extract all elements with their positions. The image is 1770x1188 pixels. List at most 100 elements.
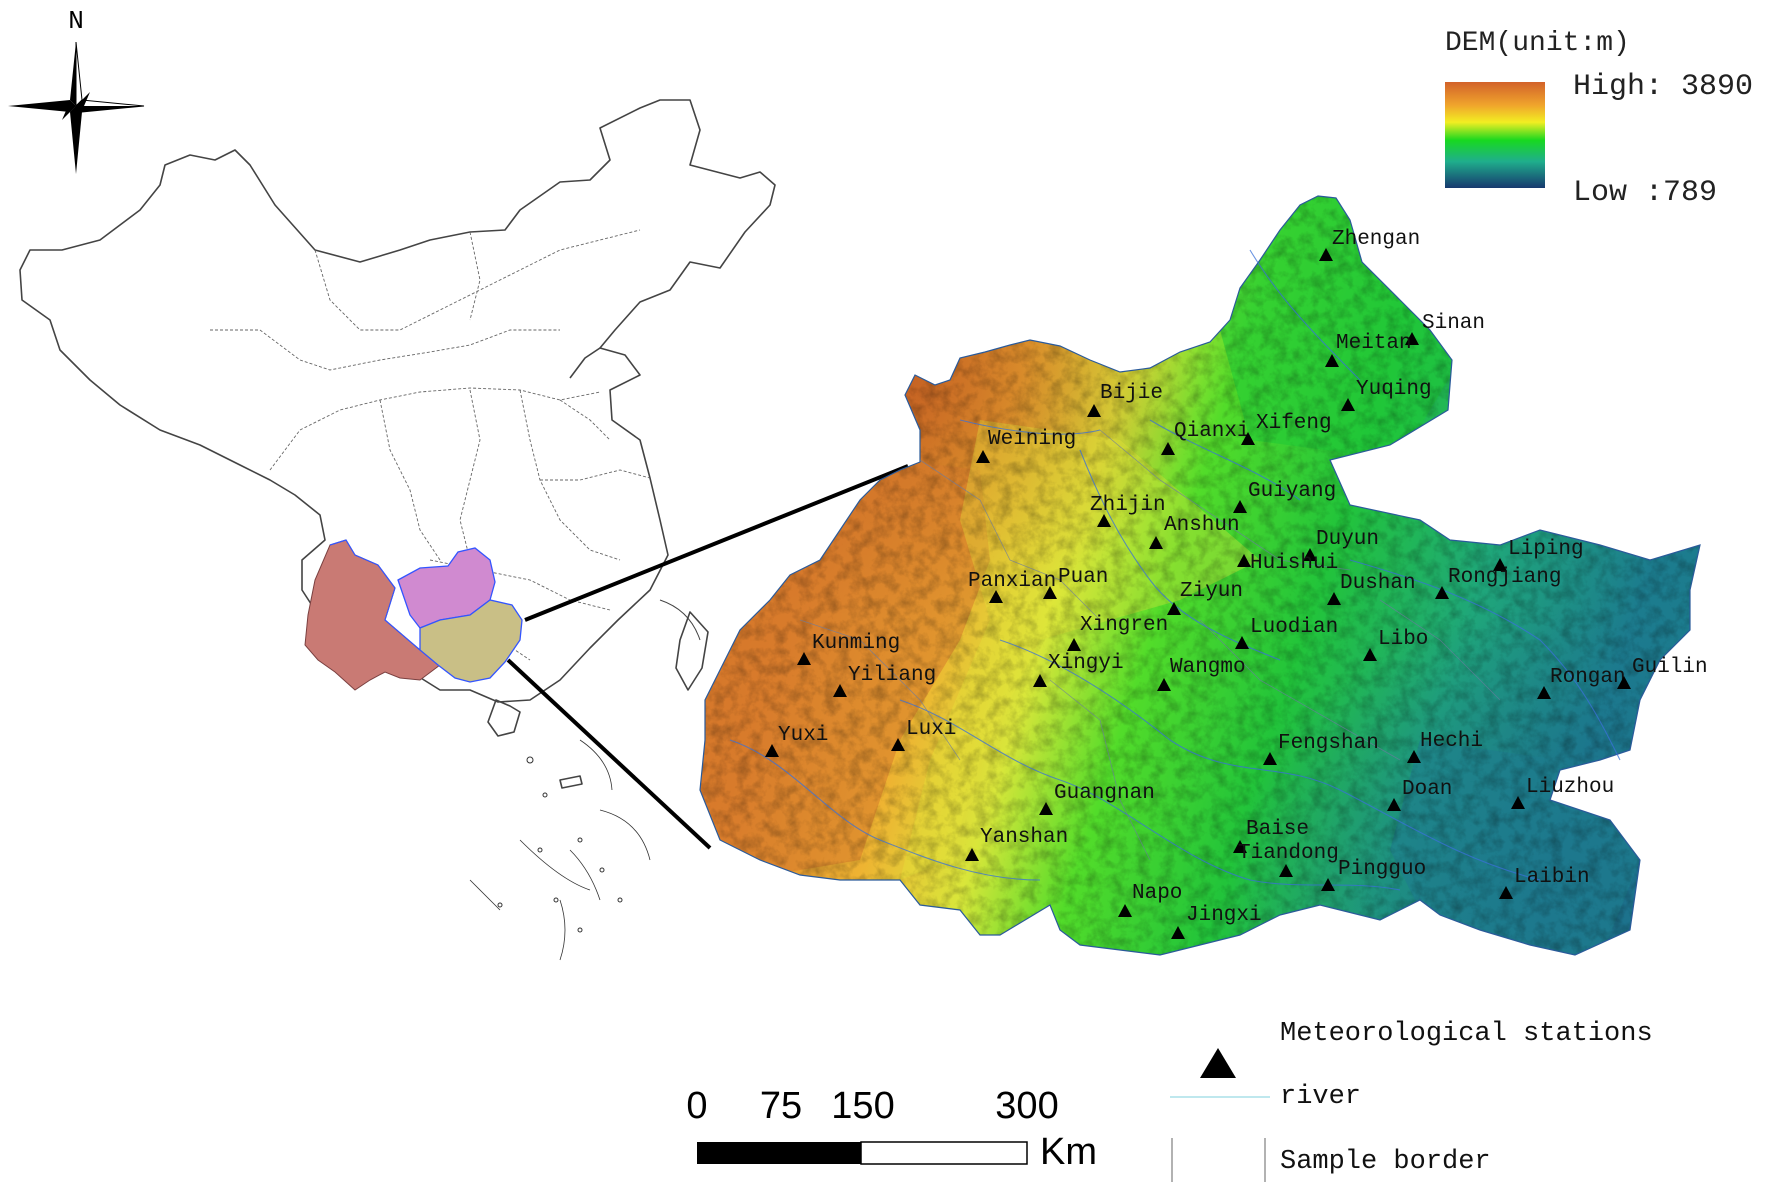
- station-triangle-icon: [1167, 602, 1181, 615]
- south-china-sea-islands: [469, 739, 651, 961]
- station-marker: Guiyang: [1233, 480, 1336, 513]
- station-marker: Sinan: [1405, 312, 1485, 345]
- station-triangle-icon: [1263, 752, 1277, 765]
- station-label: Qianxi: [1174, 420, 1250, 443]
- station-label: Wangmo: [1170, 656, 1246, 679]
- station-triangle-icon: [1321, 878, 1335, 891]
- station-label: Dushan: [1340, 572, 1416, 595]
- station-triangle-icon: [965, 848, 979, 861]
- station-label: Kunming: [812, 632, 900, 655]
- map-legend: Meteorological stations river Sample bor…: [1170, 1019, 1653, 1182]
- station-triangle-icon: [1241, 432, 1255, 445]
- station-marker: Rongan: [1537, 666, 1626, 699]
- station-marker: Hechi: [1407, 730, 1483, 763]
- station-marker: Guangnan: [1039, 782, 1155, 815]
- station-triangle-icon: [1279, 864, 1293, 877]
- scale-tick-150: 150: [831, 1085, 894, 1127]
- north-label: N: [68, 6, 84, 36]
- dem-legend: DEM(unit:m) High: 3890 Low :789: [1445, 28, 1753, 210]
- station-marker: Xingyi: [1033, 652, 1124, 687]
- station-triangle-icon: [1043, 586, 1057, 599]
- station-triangle-icon: [1039, 802, 1053, 815]
- station-triangle-icon: [1171, 926, 1185, 939]
- station-triangle-icon: [1237, 554, 1251, 567]
- station-triangle-icon: [1233, 500, 1247, 513]
- station-triangle-icon: [1493, 558, 1507, 571]
- station-label: Zhijin: [1090, 494, 1166, 517]
- station-marker: Doan: [1387, 778, 1452, 811]
- station-label: Anshun: [1164, 514, 1240, 537]
- province-boundaries: [210, 229, 651, 661]
- station-label: Yuxi: [778, 724, 828, 747]
- station-marker: Luodian: [1235, 616, 1338, 649]
- station-marker: Qianxi: [1161, 420, 1250, 455]
- station-triangle-icon: [1537, 686, 1551, 699]
- station-triangle-icon: [765, 744, 779, 757]
- station-label: Guilin: [1632, 656, 1708, 679]
- station-label: Liuzhou: [1526, 776, 1614, 799]
- station-label: Baise: [1246, 818, 1309, 841]
- study-area-provinces: [304, 539, 523, 691]
- station-label: Hechi: [1420, 730, 1483, 753]
- station-marker: Meitan: [1325, 332, 1412, 367]
- station-label: Panxian: [968, 570, 1056, 593]
- sample-borders: [799, 429, 1501, 861]
- station-triangle-icon: [1499, 886, 1513, 899]
- station-triangle-icon: [1087, 404, 1101, 417]
- station-label: Bijie: [1100, 382, 1163, 405]
- rivers: [729, 249, 1621, 891]
- scale-bar: 0 75 150 300 Km: [686, 1085, 1097, 1173]
- station-label: Ziyun: [1180, 580, 1243, 603]
- station-marker: Bijie: [1087, 382, 1163, 417]
- station-triangle-icon: [1067, 638, 1081, 651]
- station-marker: Libo: [1363, 628, 1428, 661]
- station-label: Yanshan: [980, 826, 1068, 849]
- station-label: Puan: [1058, 566, 1108, 589]
- station-marker: Fengshan: [1263, 732, 1379, 765]
- station-triangle-icon: [1157, 678, 1171, 691]
- station-marker: Wangmo: [1157, 656, 1246, 691]
- station-label: Duyun: [1316, 528, 1379, 551]
- china-outline: [19, 99, 776, 789]
- station-label: Luodian: [1250, 616, 1338, 639]
- station-label: Laibin: [1514, 866, 1590, 889]
- station-marker: Panxian: [968, 570, 1056, 603]
- station-triangle-icon: [1233, 840, 1247, 853]
- station-marker: Yuqing: [1341, 378, 1432, 411]
- station-marker: Yuxi: [765, 724, 828, 757]
- station-marker: Tiandong: [1238, 842, 1339, 877]
- station-label: Yiliang: [848, 664, 936, 687]
- station-triangle-icon: [1149, 536, 1163, 549]
- station-triangle-icon: [1097, 514, 1111, 527]
- station-label: Xingyi: [1048, 652, 1124, 675]
- station-marker: Duyun: [1303, 528, 1379, 561]
- scale-bar-empty: [860, 1141, 1028, 1165]
- scale-bar-filled: [697, 1142, 861, 1164]
- station-triangle-icon: [1327, 592, 1341, 605]
- station-marker: Baise: [1233, 818, 1309, 853]
- station-label: Rongjiang: [1448, 566, 1561, 589]
- station-marker: Kunming: [797, 632, 900, 665]
- station-triangle-icon: [1435, 586, 1449, 599]
- station-label: Luxi: [906, 718, 956, 741]
- station-marker: Liping: [1493, 538, 1584, 571]
- dem-color-ramp: [1445, 82, 1545, 188]
- north-arrow-icon: N: [8, 6, 145, 174]
- station-marker: Yiliang: [833, 664, 936, 697]
- station-marker: Rongjiang: [1435, 566, 1561, 599]
- station-label: Jingxi: [1186, 904, 1262, 927]
- scale-unit-label: Km: [1040, 1131, 1097, 1173]
- scale-tick-0: 0: [686, 1085, 707, 1127]
- station-layer: Zhengan Sinan Meitan Yuqing Bijie Qianxi Xifen…: [765, 228, 1708, 939]
- station-triangle-icon: [1387, 798, 1401, 811]
- station-label: Pingguo: [1338, 858, 1426, 881]
- station-triangle-icon: [833, 684, 847, 697]
- station-triangle-icon: [1617, 676, 1631, 689]
- station-marker: Ziyun: [1167, 580, 1243, 615]
- station-label: Zhengan: [1332, 228, 1420, 251]
- station-marker: Weining: [976, 428, 1076, 463]
- station-triangle-icon: [989, 590, 1003, 603]
- station-triangle-icon: [1235, 636, 1249, 649]
